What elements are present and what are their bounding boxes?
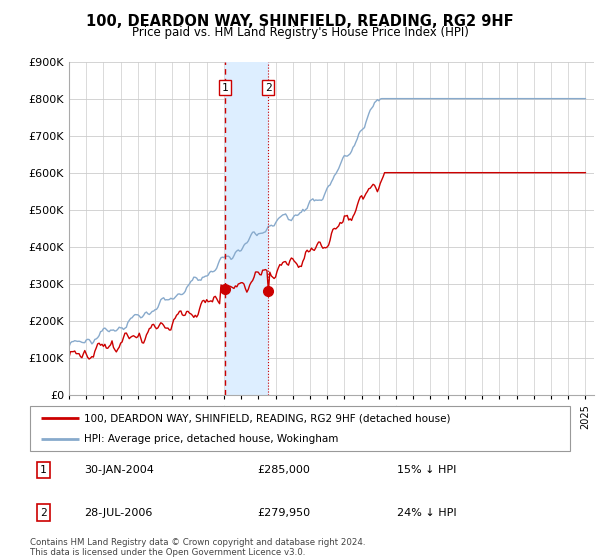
Text: 1: 1 xyxy=(40,465,47,475)
Text: 2: 2 xyxy=(40,507,47,517)
Text: 100, DEARDON WAY, SHINFIELD, READING, RG2 9HF: 100, DEARDON WAY, SHINFIELD, READING, RG… xyxy=(86,14,514,29)
Bar xyxy=(225,62,268,395)
Text: £285,000: £285,000 xyxy=(257,465,310,475)
Text: Contains HM Land Registry data © Crown copyright and database right 2024.
This d: Contains HM Land Registry data © Crown c… xyxy=(30,538,365,557)
Text: 28-JUL-2006: 28-JUL-2006 xyxy=(84,507,152,517)
Text: 24% ↓ HPI: 24% ↓ HPI xyxy=(397,507,457,517)
Text: 100, DEARDON WAY, SHINFIELD, READING, RG2 9HF (detached house): 100, DEARDON WAY, SHINFIELD, READING, RG… xyxy=(84,413,451,423)
Text: Price paid vs. HM Land Registry's House Price Index (HPI): Price paid vs. HM Land Registry's House … xyxy=(131,26,469,39)
Text: 15% ↓ HPI: 15% ↓ HPI xyxy=(397,465,457,475)
Text: HPI: Average price, detached house, Wokingham: HPI: Average price, detached house, Woki… xyxy=(84,433,338,444)
FancyBboxPatch shape xyxy=(30,406,570,451)
Text: 30-JAN-2004: 30-JAN-2004 xyxy=(84,465,154,475)
Text: 1: 1 xyxy=(222,82,229,92)
Text: 2: 2 xyxy=(265,82,272,92)
Text: £279,950: £279,950 xyxy=(257,507,310,517)
